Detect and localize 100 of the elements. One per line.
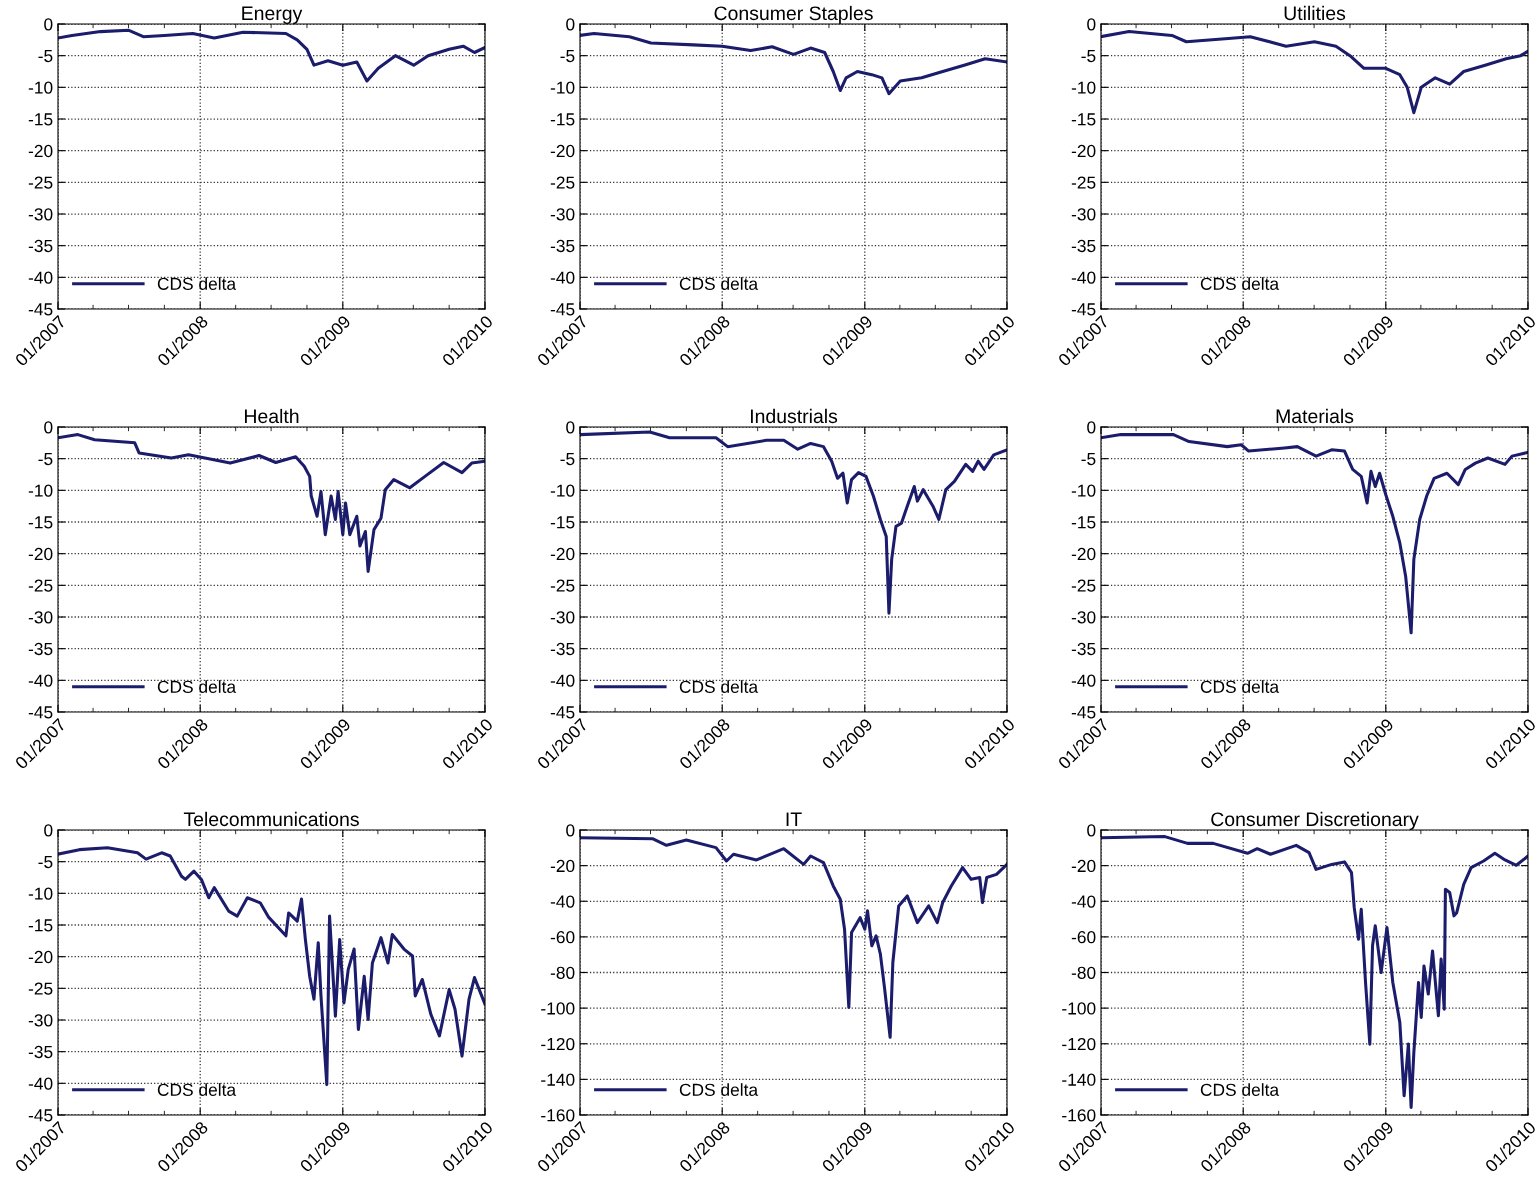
- legend-label: CDS delta: [1200, 680, 1280, 693]
- y-tick-label: -45: [28, 706, 53, 719]
- chart-title: Industrials: [750, 408, 838, 424]
- legend-label: CDS delta: [157, 277, 237, 290]
- y-tick-label: -10: [28, 484, 53, 497]
- y-tick-label: -5: [560, 50, 575, 63]
- chart-title: Telecommunications: [183, 811, 359, 827]
- y-tick-label: -40: [550, 895, 575, 908]
- chart-title: Health: [244, 408, 299, 424]
- y-tick-label: -35: [550, 239, 575, 253]
- y-tick-label: -40: [1071, 674, 1096, 687]
- y-tick-label: -10: [28, 81, 53, 94]
- y-tick-label: -30: [28, 611, 53, 624]
- y-tick-label: -160: [541, 1109, 575, 1122]
- y-tick-label: -35: [28, 642, 53, 656]
- y-tick-label: -40: [28, 1077, 53, 1090]
- y-tick-label: -80: [550, 966, 575, 979]
- legend-label: CDS delta: [1200, 1083, 1280, 1096]
- y-tick-label: -30: [1071, 208, 1096, 221]
- line-series: [58, 433, 485, 573]
- y-tick-label: -15: [28, 919, 53, 932]
- y-tick-label: -15: [1071, 113, 1096, 126]
- legend-label: CDS delta: [679, 1083, 759, 1096]
- y-tick-label: -20: [1071, 547, 1096, 561]
- chart-title: Utilities: [1284, 5, 1346, 21]
- y-tick-label: -45: [28, 303, 53, 316]
- line-series: [58, 28, 485, 83]
- y-tick-label: 0: [44, 421, 53, 434]
- y-tick-label: -30: [28, 1014, 53, 1027]
- legend-label: CDS delta: [679, 680, 759, 693]
- legend-label: CDS delta: [679, 277, 759, 290]
- line-series: [580, 836, 1007, 1039]
- y-tick-label: -5: [1081, 453, 1096, 466]
- y-tick-label: -40: [550, 271, 575, 284]
- y-tick-label: 0: [1087, 18, 1096, 31]
- y-tick-label: -20: [28, 547, 53, 561]
- y-tick-label: -15: [550, 113, 575, 126]
- y-tick-label: -5: [38, 50, 53, 63]
- y-tick-label: -20: [550, 547, 575, 561]
- y-tick-label: -60: [1071, 931, 1096, 944]
- y-tick-label: -45: [28, 1109, 53, 1122]
- line-series: [1101, 835, 1528, 1110]
- y-tick-label: -40: [1071, 271, 1096, 284]
- y-tick-label: -20: [550, 144, 575, 158]
- y-tick-label: -20: [28, 950, 53, 964]
- y-tick-label: -20: [1071, 859, 1096, 873]
- y-tick-label: -5: [38, 856, 53, 869]
- y-tick-label: -45: [1071, 303, 1096, 316]
- y-tick-label: -100: [1062, 1002, 1096, 1015]
- y-tick-label: -30: [550, 208, 575, 221]
- y-tick-label: -40: [550, 674, 575, 687]
- y-tick-label: -25: [1071, 579, 1096, 592]
- y-tick-label: -45: [1071, 706, 1096, 719]
- y-tick-label: -140: [1062, 1073, 1096, 1086]
- y-tick-label: 0: [44, 18, 53, 31]
- y-tick-label: -40: [28, 674, 53, 687]
- y-tick-label: -10: [1071, 81, 1096, 94]
- y-tick-label: -5: [1081, 50, 1096, 63]
- y-tick-label: -25: [1071, 176, 1096, 189]
- legend-label: CDS delta: [1200, 277, 1280, 290]
- y-tick-label: -25: [28, 579, 53, 592]
- y-tick-label: -100: [541, 1002, 575, 1015]
- y-tick-label: -25: [550, 579, 575, 592]
- y-tick-label: -60: [550, 931, 575, 944]
- y-tick-label: -10: [28, 887, 53, 900]
- y-tick-label: -10: [550, 81, 575, 94]
- y-tick-label: -40: [1071, 895, 1096, 908]
- y-tick-label: -15: [550, 516, 575, 529]
- y-tick-label: -20: [28, 144, 53, 158]
- y-tick-label: -30: [1071, 611, 1096, 624]
- y-tick-label: -25: [28, 176, 53, 189]
- y-tick-label: -5: [38, 453, 53, 466]
- y-tick-label: -15: [28, 113, 53, 126]
- line-series: [1101, 30, 1528, 115]
- y-tick-label: -30: [28, 208, 53, 221]
- line-series: [1101, 433, 1528, 635]
- chart-title: Consumer Staples: [714, 5, 873, 24]
- y-tick-label: -120: [1062, 1037, 1096, 1051]
- chart-title: Materials: [1276, 408, 1354, 424]
- legend-label: CDS delta: [157, 1083, 237, 1096]
- y-tick-label: 0: [1087, 824, 1096, 837]
- y-tick-label: -35: [1071, 642, 1096, 656]
- line-series: [580, 31, 1007, 96]
- legend-label: CDS delta: [157, 680, 237, 693]
- chart-title: IT: [786, 812, 802, 826]
- y-tick-label: -45: [550, 706, 575, 719]
- y-tick-label: 0: [566, 421, 575, 434]
- y-tick-label: -25: [28, 982, 53, 995]
- y-tick-label: -10: [550, 484, 575, 497]
- y-tick-label: -35: [28, 1045, 53, 1059]
- y-tick-label: 0: [1087, 421, 1096, 434]
- y-tick-label: -160: [1062, 1109, 1096, 1122]
- y-tick-label: -10: [1071, 484, 1096, 497]
- y-tick-label: -20: [550, 859, 575, 873]
- y-tick-label: 0: [566, 824, 575, 837]
- y-tick-label: 0: [44, 824, 53, 837]
- y-tick-label: 0: [566, 18, 575, 31]
- y-tick-label: -15: [28, 516, 53, 529]
- y-tick-label: -120: [541, 1037, 575, 1051]
- y-tick-label: -15: [1071, 516, 1096, 529]
